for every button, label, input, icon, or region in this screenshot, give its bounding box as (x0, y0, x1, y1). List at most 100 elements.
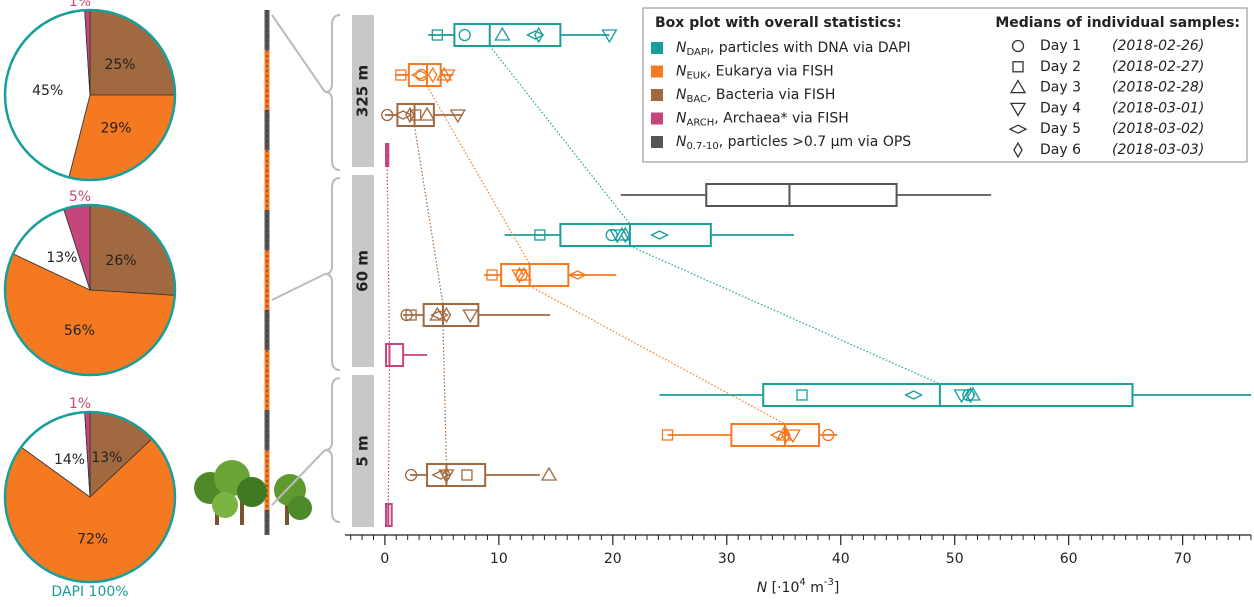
legend-entry: NDAPI, particles with DNA via DAPI (676, 40, 911, 58)
pie-outline (3, 8, 177, 182)
legend-subscript: 0.7-10 (686, 141, 718, 152)
sample-marker (613, 226, 631, 241)
box (705, 183, 898, 207)
sample-marker (405, 106, 415, 124)
x-axis-label-part: [·10 (767, 580, 799, 596)
sample-marker (515, 266, 533, 281)
box (762, 383, 1134, 407)
sample-marker (462, 309, 479, 324)
sample-marker (965, 386, 976, 404)
x-tick-label: 50 (946, 551, 964, 567)
median-connector (386, 165, 391, 345)
box (426, 463, 487, 487)
box (559, 223, 712, 247)
median-connector (489, 45, 631, 225)
legend-symbol: N (676, 40, 687, 56)
sample-date: (2018-03-01) (1112, 100, 1204, 116)
median-connector (387, 365, 391, 505)
sample-marker (540, 466, 558, 481)
pie-label: 1% (69, 0, 91, 10)
sample-marker (796, 389, 808, 401)
pie-caption: DAPI 100% (51, 584, 128, 600)
sample-marker (661, 429, 674, 441)
sample-name: Day 2 (1040, 59, 1081, 75)
sample-marker (461, 469, 473, 481)
height-connectors (271, 14, 341, 523)
median-connector (413, 125, 444, 305)
sample-marker (439, 69, 456, 84)
legend-subscript: DAPI (686, 47, 709, 58)
legend-title: Box plot with overall statistics: (655, 15, 902, 31)
sample-marker (441, 306, 452, 324)
x-axis-label: N [·104 m-3] (757, 577, 840, 596)
legend-swatch (651, 136, 663, 148)
sample-date: (2018-02-27) (1112, 59, 1204, 75)
sample-date: (2018-02-26) (1112, 38, 1204, 54)
sample-marker (1009, 79, 1027, 94)
sample-marker (514, 266, 525, 284)
x-tick-label: 70 (1174, 551, 1192, 567)
x-axis-label-part: m (806, 580, 824, 596)
legend-subscript: BAC (686, 94, 707, 105)
sample-marker (494, 26, 511, 41)
pie-label: 14% (54, 452, 85, 468)
sample-marker (458, 28, 471, 42)
x-tick-label: 60 (1060, 551, 1078, 567)
sample-marker (953, 389, 970, 404)
sample-marker (431, 470, 451, 480)
height-bar (352, 15, 374, 167)
trees (194, 460, 312, 525)
median-connector (529, 285, 786, 425)
sample-marker (1011, 39, 1025, 53)
pie-label: 25% (104, 57, 135, 73)
box (396, 103, 435, 127)
pie-label: 26% (105, 253, 136, 269)
legend-entry: NEUK, Eukarya via FISH (676, 64, 834, 82)
sample-name: Day 5 (1040, 121, 1081, 137)
sample-marker (533, 26, 544, 44)
sample-name: Day 3 (1040, 80, 1081, 96)
pie-label: 5% (69, 189, 91, 205)
legend-subscript: EUK (686, 71, 707, 82)
sample-marker (404, 468, 418, 482)
legend-symbol: N (676, 111, 687, 127)
legend-subscript: ARCH (686, 118, 714, 129)
sample-marker (405, 309, 417, 321)
median-connector (629, 245, 941, 385)
legend-swatch (651, 42, 663, 54)
pie-outline (3, 410, 177, 584)
median-connector (426, 85, 531, 265)
sample-marker (441, 466, 452, 484)
legend-swatch (651, 89, 663, 101)
sample-marker (449, 109, 466, 124)
sample-date: (2018-02-28) (1112, 80, 1204, 96)
x-tick-label: 40 (832, 551, 850, 567)
legend-symbol: N (676, 87, 687, 103)
box (385, 343, 405, 367)
sample-marker (620, 226, 631, 244)
sample-marker (486, 269, 498, 281)
sample-marker (393, 110, 413, 120)
sample-name: Day 6 (1040, 142, 1081, 158)
sample-marker (395, 69, 407, 81)
legend-description: , particles >0.7 µm via OPS (719, 134, 912, 150)
sample-marker (601, 29, 618, 44)
sample-marker (822, 428, 835, 442)
box (453, 23, 562, 47)
pie-label: 29% (100, 121, 131, 137)
sample-marker (775, 426, 792, 441)
legend-description: , Eukarya via FISH (707, 64, 834, 80)
x-axis-label-part: N (757, 580, 768, 596)
legend-description: , particles with DNA via DAPI (710, 40, 911, 56)
x-axis-label-part: ] (834, 580, 839, 596)
sample-date: (2018-03-02) (1112, 121, 1204, 137)
height-label: 5 m (354, 435, 372, 466)
legend-symbol: N (676, 134, 687, 150)
pie-label: 1% (69, 396, 91, 412)
height-label: 325 m (354, 65, 372, 117)
x-axis-label-part: -3 (824, 577, 834, 588)
sample-marker (568, 270, 587, 280)
legend-description: , Bacteria via FISH (707, 87, 835, 103)
legend-box (642, 7, 1248, 163)
legend-symbol: N (676, 64, 687, 80)
